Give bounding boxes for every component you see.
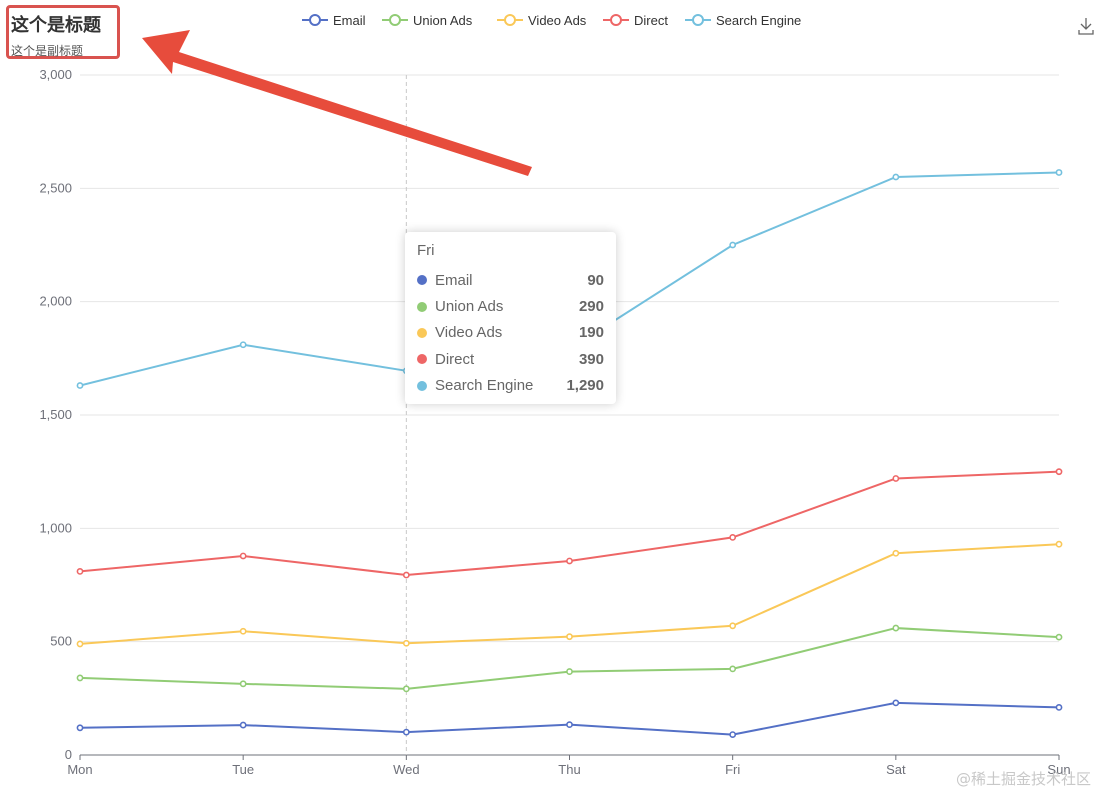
data-point <box>892 173 900 181</box>
tooltip-row-value: 1,290 <box>566 377 604 395</box>
data-point <box>239 341 247 349</box>
legend-item[interactable]: Email <box>302 13 366 28</box>
tooltip-row-name: Union Ads <box>435 298 504 316</box>
x-tick-label: Sun <box>1047 762 1070 777</box>
y-tick-label: 500 <box>50 634 72 649</box>
legend-symbol <box>309 14 321 26</box>
title-highlight-box <box>6 5 120 59</box>
tooltip-row-video-ads: Video Ads 190 <box>417 320 604 346</box>
legend-item[interactable]: Search Engine <box>685 13 801 28</box>
tooltip-row-name: Direct <box>435 350 475 368</box>
tooltip-dot <box>417 301 427 312</box>
data-point <box>1055 468 1063 476</box>
tooltip-dot <box>417 380 427 391</box>
y-tick-label: 1,500 <box>39 407 72 422</box>
data-point <box>729 731 737 738</box>
tooltip-dot <box>417 275 427 286</box>
x-tick-label: Sat <box>886 762 906 777</box>
download-icon[interactable] <box>1076 16 1096 36</box>
data-point <box>892 624 900 632</box>
x-tick-label: Thu <box>558 762 580 777</box>
data-point <box>729 622 737 630</box>
tooltip-dot <box>417 354 427 365</box>
legend-label: Search Engine <box>716 13 801 28</box>
tooltip-row-name: Video Ads <box>435 324 503 342</box>
data-point <box>239 627 247 635</box>
data-point <box>729 665 737 673</box>
data-point <box>76 568 84 575</box>
y-tick-label: 2,000 <box>39 294 72 309</box>
x-tick-label: Mon <box>67 762 92 777</box>
data-point <box>892 699 900 707</box>
data-point <box>239 680 247 688</box>
legend-item[interactable]: Union Ads <box>382 13 473 28</box>
y-tick-label: 3,000 <box>39 67 72 82</box>
tooltip-row-value: 390 <box>578 350 604 368</box>
legend-symbol <box>504 14 516 26</box>
legend-label: Direct <box>634 13 668 28</box>
tooltip-row-email: Email 90 <box>417 267 604 293</box>
data-point <box>729 534 737 541</box>
data-point <box>892 475 900 482</box>
legend-item[interactable]: Direct <box>603 13 668 28</box>
y-tick-label: 0 <box>65 747 72 762</box>
data-point <box>76 640 84 648</box>
tooltip-row-name: Email <box>435 271 473 289</box>
data-point <box>1055 540 1063 548</box>
legend-item[interactable]: Video Ads <box>497 13 587 28</box>
annotation-arrow <box>142 30 532 176</box>
legend-symbol <box>389 14 401 26</box>
data-point <box>76 724 84 732</box>
tooltip-row-direct: Direct 390 <box>417 346 604 372</box>
data-point <box>729 241 737 249</box>
tooltip-row-union-ads: Union Ads 290 <box>417 293 604 319</box>
data-point <box>239 721 247 729</box>
y-tick-label: 2,500 <box>39 180 72 195</box>
tooltip-dot <box>417 327 427 338</box>
tooltip-row-value: 90 <box>587 271 604 289</box>
x-tick-label: Wed <box>393 762 420 777</box>
legend-label: Email <box>333 13 366 28</box>
tooltip-row-search-engine: Search Engine 1,290 <box>417 373 604 399</box>
data-point <box>402 728 410 736</box>
tooltip-row-value: 190 <box>578 324 604 342</box>
data-point <box>1055 169 1063 176</box>
data-point <box>402 685 410 693</box>
data-point <box>1055 633 1063 641</box>
data-point <box>566 557 573 565</box>
chart-subtitle: 这个是副标题 <box>11 44 84 58</box>
data-point <box>1055 704 1063 711</box>
x-tick-label: Fri <box>725 762 740 777</box>
data-point <box>76 674 84 682</box>
watermark: @稀土掘金技术社区 <box>955 770 1091 788</box>
data-point <box>239 552 247 560</box>
y-tick-label: 1,000 <box>39 520 72 535</box>
tooltip-row-name: Search Engine <box>435 377 534 395</box>
data-point <box>566 721 573 729</box>
x-tick-label: Tue <box>232 762 254 777</box>
tooltip-header: Fri <box>417 242 435 259</box>
legend-symbol <box>610 14 622 26</box>
data-point <box>892 549 900 557</box>
tooltip-row-value: 290 <box>578 298 604 316</box>
legend-label: Video Ads <box>528 13 587 28</box>
legend-symbol <box>692 14 704 26</box>
data-point <box>566 668 573 675</box>
series-line <box>79 701 1060 736</box>
data-point <box>76 382 84 389</box>
chart-title: 这个是标题 <box>11 15 101 36</box>
data-point <box>402 639 410 647</box>
data-point <box>566 633 573 641</box>
data-point <box>402 571 410 579</box>
legend-label: Union Ads <box>413 13 473 28</box>
tooltip: Fri Email 90 Union Ads 290 Video Ads 190… <box>405 232 616 404</box>
